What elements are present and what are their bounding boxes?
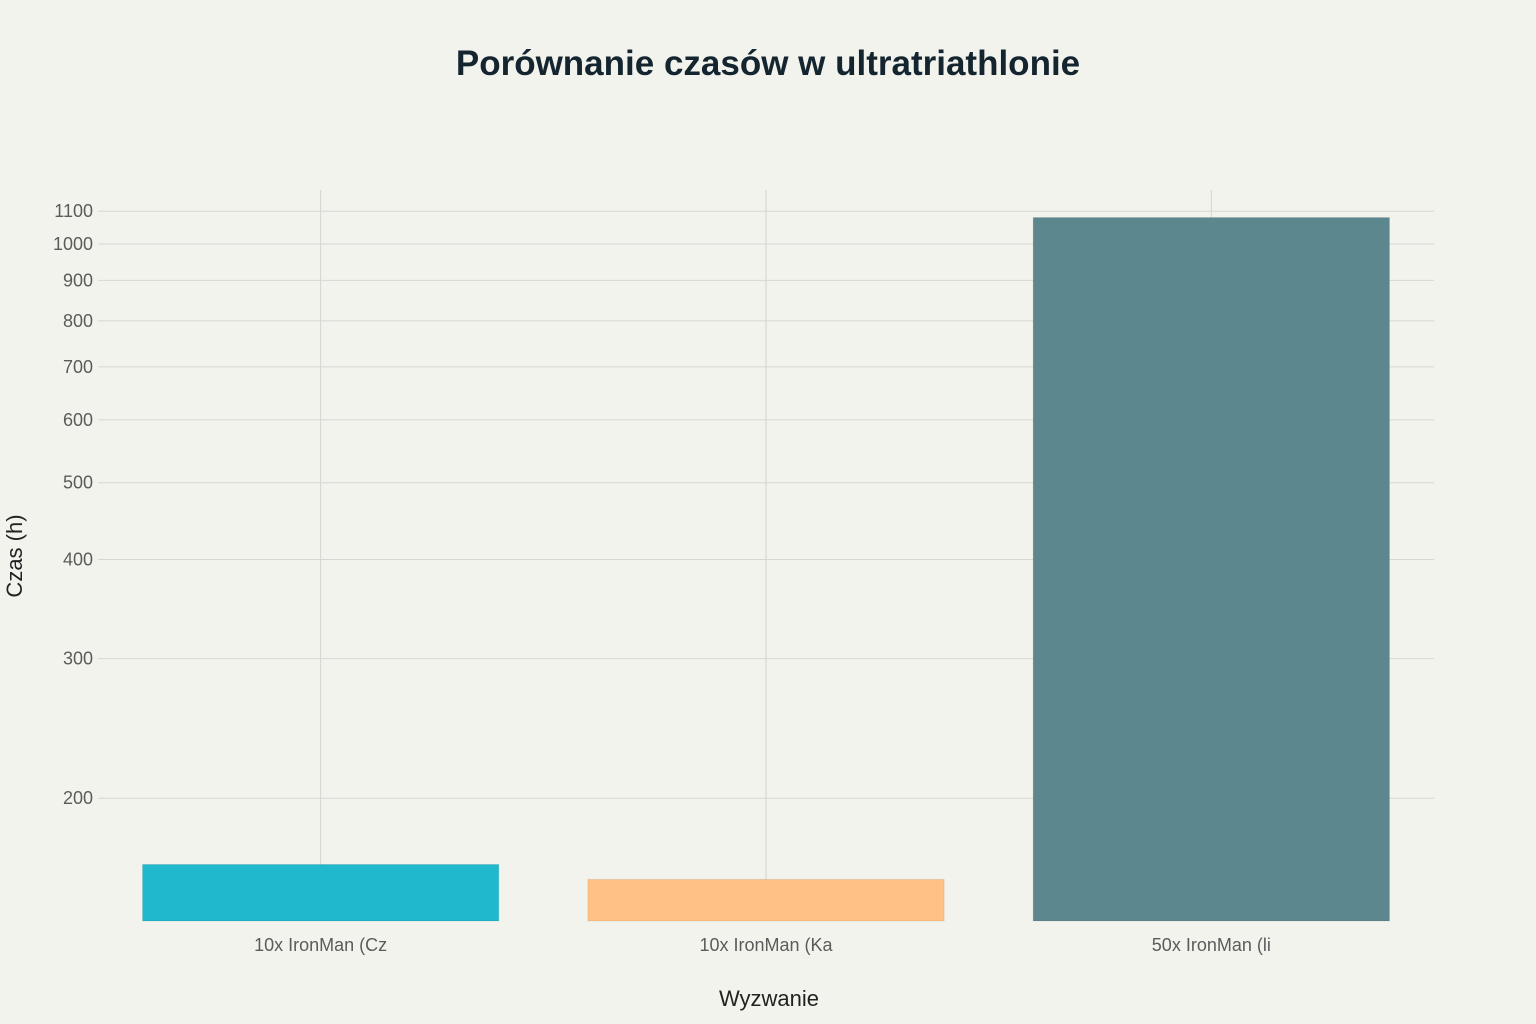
y-tick-label: 300 bbox=[63, 649, 93, 669]
bar-1[interactable] bbox=[142, 863, 500, 922]
y-tick-label: 900 bbox=[63, 270, 93, 290]
bar-3[interactable] bbox=[1032, 217, 1390, 922]
y-tick-label: 500 bbox=[63, 473, 93, 493]
y-tick-label: 1000 bbox=[53, 234, 93, 254]
y-tick-label: 700 bbox=[63, 357, 93, 377]
y-axis-title: Czas (h) bbox=[2, 514, 27, 597]
y-tick-label: 400 bbox=[63, 550, 93, 570]
x-tick-label: 10x IronMan (Ka bbox=[699, 935, 833, 955]
x-axis-title: Wyzwanie bbox=[719, 986, 819, 1011]
y-tick-label: 1100 bbox=[54, 201, 93, 221]
y-tick-labels: 200 300 400 500 600 700 800 900 1000 1100 bbox=[53, 201, 93, 808]
chart-title: Porównanie czasów w ultratriathlonie bbox=[456, 44, 1080, 83]
y-tick-label: 800 bbox=[63, 311, 93, 331]
bars bbox=[142, 217, 1390, 922]
x-tick-labels: 10x IronMan (Cz 10x IronMan (Ka 50x IronMa… bbox=[254, 935, 1271, 955]
x-tick-label: 50x IronMan (li bbox=[1152, 935, 1271, 955]
y-tick-label: 600 bbox=[63, 410, 93, 430]
y-tick-label: 200 bbox=[63, 788, 93, 808]
x-tick-label: 10x IronMan (Cz bbox=[254, 935, 387, 955]
bar-2[interactable] bbox=[587, 878, 945, 922]
